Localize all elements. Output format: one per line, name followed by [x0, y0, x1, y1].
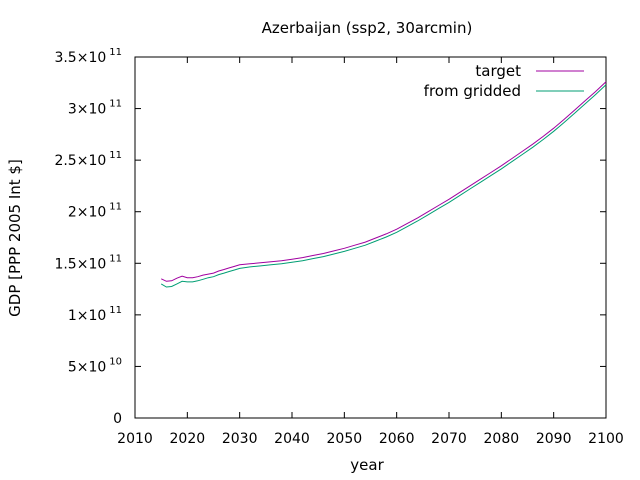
x-tick-label: 2080 [484, 431, 520, 447]
x-tick-label: 2060 [379, 431, 415, 447]
y-tick-exponent: 11 [109, 150, 122, 161]
y-tick-label: 2.5×10 11 [54, 150, 122, 169]
y-tick-exponent: 11 [109, 47, 122, 58]
x-tick-label: 2100 [588, 431, 624, 447]
series-layer [160, 81, 607, 288]
y-tick-label: 0 [113, 411, 122, 427]
legend-label: from gridded [424, 82, 521, 100]
x-tick-label: 2050 [327, 431, 363, 447]
y-tick-label: 1×10 11 [68, 305, 122, 324]
y-tick-label: 2×10 11 [68, 202, 122, 221]
y-tick-exponent: 10 [109, 356, 122, 367]
x-tick-label: 2090 [536, 431, 572, 447]
legend: target from gridded [424, 62, 584, 100]
x-tick-label: 2010 [117, 431, 153, 447]
series-line [160, 81, 607, 282]
plot-area-border [134, 56, 607, 419]
y-tick-label: 3.5×10 11 [54, 47, 122, 66]
y-tick-label: 1.5×10 11 [54, 253, 122, 272]
y-tick-exponent: 11 [109, 99, 122, 110]
x-tick-label: 2030 [222, 431, 258, 447]
chart-title: Azerbaijan (ssp2, 30arcmin) [262, 19, 473, 37]
x-axis-label: year [350, 456, 384, 474]
y-tick-label: 3×10 11 [68, 99, 122, 118]
series-line [160, 84, 607, 288]
y-tick-exponent: 11 [109, 202, 122, 213]
legend-label: target [475, 62, 521, 80]
x-tick-label: 2020 [170, 431, 206, 447]
y-tick-label: 5×10 10 [68, 356, 122, 375]
x-tick-label: 2040 [274, 431, 310, 447]
y-tick-exponent: 11 [109, 253, 122, 264]
x-tick-label: 2070 [431, 431, 467, 447]
x-axis: 2010 2020 2030 2040 2050 2060 2070 2080 2090 2100 [117, 57, 624, 447]
y-axis: 0 5×10 10 1×10 11 1.5×10 11 2×10 11 2.5×10 11 3×10 1… [54, 47, 606, 427]
y-axis-label: GDP [PPP 2005 Int $] [6, 159, 24, 317]
y-tick-exponent: 11 [109, 305, 122, 316]
